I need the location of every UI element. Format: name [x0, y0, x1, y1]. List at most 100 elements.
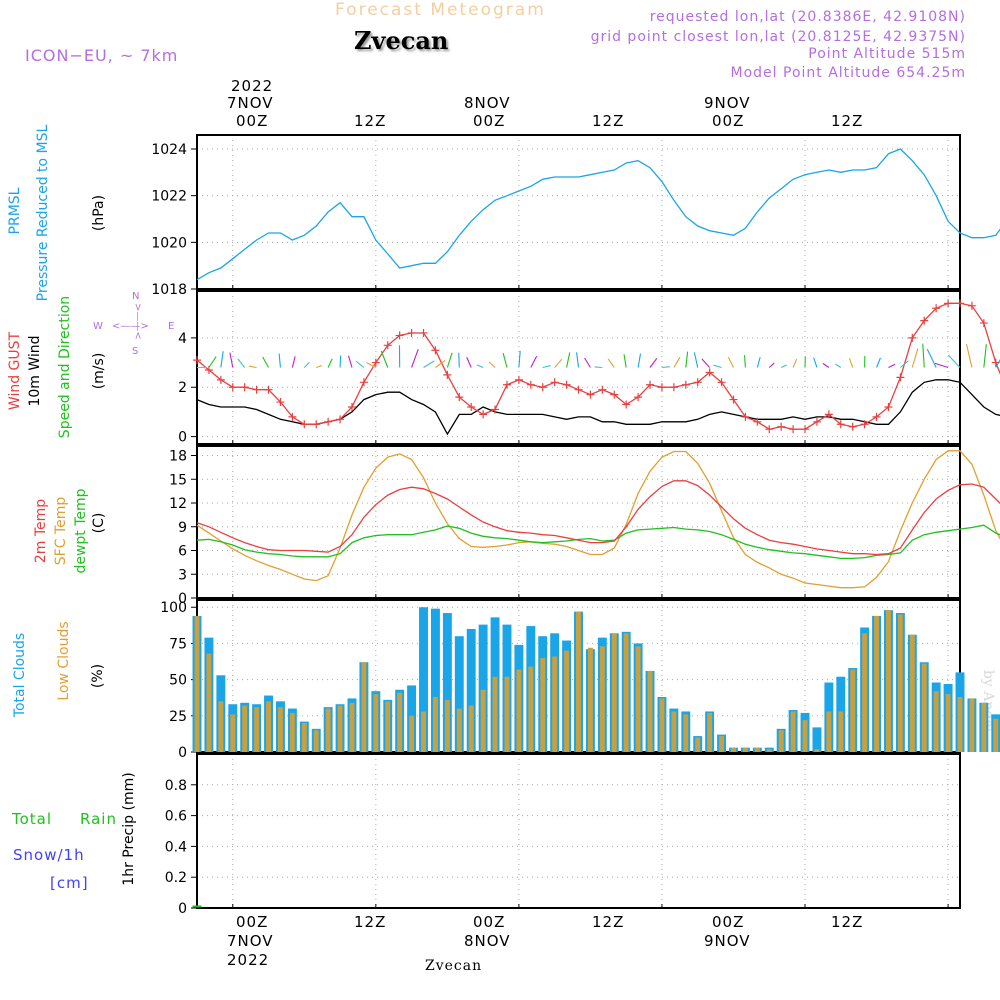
gust-point-marker: [622, 400, 631, 409]
y-tick-label: 0: [178, 430, 187, 446]
gust-point-marker: [336, 415, 345, 424]
chart-title: Forecast Meteogram: [335, 0, 546, 20]
low-cloud-bar: [921, 663, 927, 752]
gust-point-marker: [491, 405, 500, 414]
low-cloud-bar: [516, 669, 522, 752]
y-tick-label: 0.2: [165, 870, 187, 886]
gust-point-marker: [932, 304, 941, 313]
bottom-hour-12z-7nov: 12Z: [354, 913, 387, 931]
low-cloud-bar: [432, 696, 438, 752]
low-cloud-bar: [564, 650, 570, 752]
wind-direction-arrow: [848, 358, 854, 368]
panel-frame: [196, 445, 961, 599]
gust-point-marker: [669, 383, 678, 392]
bottom-hour-12z-8nov: 12Z: [592, 913, 625, 931]
wind-direction-arrow: [900, 360, 909, 368]
gust-point-marker: [908, 333, 917, 342]
gust-point-marker: [324, 417, 333, 426]
wind-direction-arrow: [411, 349, 419, 368]
y-tick-label: 1024: [151, 142, 187, 158]
precip-cm-label: [cm]: [50, 874, 89, 892]
low-cloud-bar: [635, 646, 641, 752]
total-cloud-bar: [442, 613, 452, 752]
gust-point-marker: [252, 385, 261, 394]
low-cloud-bar: [444, 699, 450, 752]
wind-direction-arrow: [347, 355, 353, 368]
low-cloud-bar: [397, 692, 403, 752]
gust-point-marker: [502, 380, 511, 389]
wind-direction-arrow: [458, 352, 460, 368]
low-cloud-bar: [719, 736, 725, 752]
low-cloud-bar: [731, 747, 736, 752]
low-cloud-bar: [528, 666, 534, 752]
gust-point-marker: [884, 402, 893, 411]
bottom-date-9nov: 9NOV: [704, 932, 751, 950]
low-cloud-bar: [552, 656, 558, 752]
low-cloud-bar: [254, 707, 260, 752]
requested-coords: requested lon,lat (20.8386E, 42.9108N): [649, 9, 966, 25]
y-tick-label: 1022: [151, 189, 187, 205]
gust-point-marker: [526, 380, 535, 389]
wind-direction-arrow: [518, 350, 521, 368]
wind-direction-arrow: [768, 362, 775, 368]
wind-direction-arrow: [888, 363, 896, 368]
gust-point-marker: [848, 422, 857, 431]
wind-direction-arrow: [237, 358, 246, 368]
wind-direction-arrow: [423, 360, 435, 368]
wind-direction-arrow: [466, 357, 472, 368]
low-cloud-bar: [611, 633, 617, 752]
low-cloud-bar: [289, 712, 295, 752]
low-cloud-bar: [599, 646, 605, 752]
panel-frame: [196, 753, 961, 909]
gust-point-marker: [717, 378, 726, 387]
gust-point-marker: [872, 412, 881, 421]
wind-direction-arrow: [229, 352, 234, 368]
total-cloud-bar: [478, 624, 488, 752]
gust-point-marker: [395, 331, 404, 340]
top-year-label: 2022: [231, 77, 274, 95]
gust-point-marker: [979, 319, 988, 328]
low-cloud-bar: [349, 702, 355, 752]
wind-direction-arrow: [316, 364, 323, 369]
gust-point-marker: [765, 425, 774, 434]
low-cloud-bar: [909, 634, 915, 752]
series-line-dewpt-temp: [196, 524, 1000, 560]
low-cloud-bar: [826, 711, 832, 752]
wind-direction-arrow: [780, 364, 787, 368]
series-line-sfc-temp: [196, 450, 1000, 589]
low-cloud-bar: [742, 747, 748, 752]
y-tick-label: 6: [178, 544, 187, 560]
gust-point-marker: [479, 410, 488, 419]
wind-direction-arrow: [446, 352, 453, 368]
low-cloud-bar: [862, 633, 868, 752]
low-cloud-bar: [671, 711, 677, 752]
gust-point-marker: [359, 378, 368, 387]
gust-point-marker: [514, 375, 523, 384]
precip-total-label: Total: [12, 810, 53, 828]
gust-point-marker: [801, 425, 810, 434]
y-tick-label: 9: [178, 520, 187, 536]
wind-direction-arrow: [965, 343, 973, 368]
low-cloud-bar: [945, 694, 951, 752]
gust-point-marker: [646, 380, 655, 389]
wind-direction-arrow: [792, 358, 798, 368]
gust-point-marker: [467, 402, 476, 411]
bottom-date-8nov: 8NOV: [464, 932, 511, 950]
wind-direction-arrow: [594, 366, 603, 369]
wind-direction-arrow: [637, 353, 642, 368]
total-cloud-bar: [454, 636, 464, 752]
low-cloud-bar: [540, 657, 546, 752]
low-cloud-bar: [778, 730, 784, 752]
low-cloud-bar: [838, 711, 844, 752]
wind-direction-arrow: [661, 366, 670, 369]
y-tick-label: 0: [178, 901, 187, 917]
y-tick-label: 0.8: [165, 778, 187, 794]
gridpoint-coords: grid point closest lon,lat (20.8125E, 42…: [590, 29, 966, 45]
gust-point-marker: [240, 383, 249, 392]
wind-direction-arrow: [488, 361, 496, 368]
low-cloud-bar: [623, 633, 629, 752]
gust-point-marker: [228, 383, 237, 392]
compass-arrow-h: <——>: [112, 321, 149, 332]
wind-direction-arrow: [822, 362, 830, 368]
gust-point-marker: [455, 393, 464, 402]
